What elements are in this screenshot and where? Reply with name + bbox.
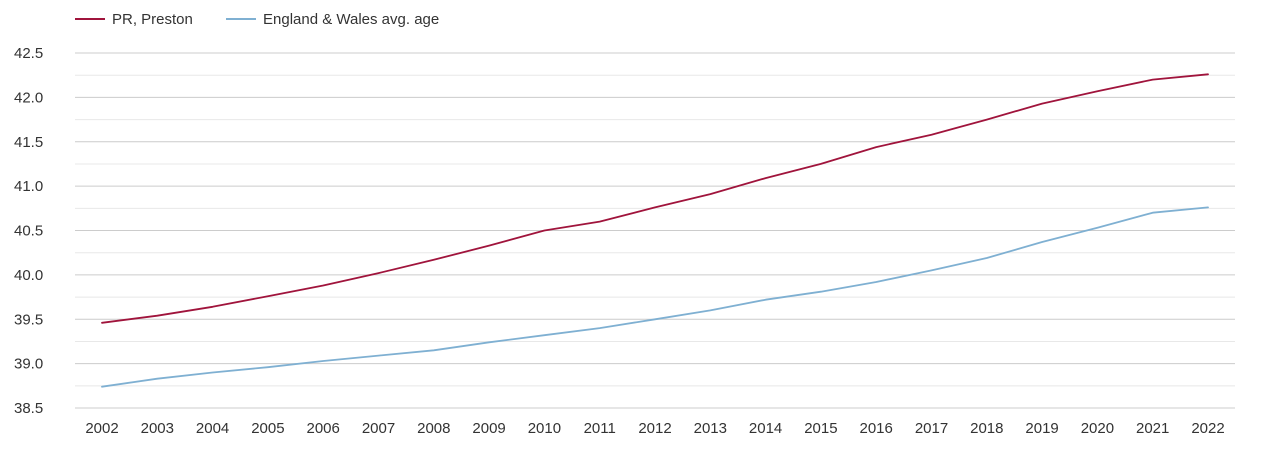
series-line: [101, 206, 1209, 388]
y-tick-label: 40.5: [14, 223, 43, 240]
y-tick-label: 41.5: [14, 134, 43, 151]
x-tick-label: 2013: [694, 420, 727, 437]
x-tick-label: 2010: [528, 420, 561, 437]
y-tick-label: 42.5: [14, 45, 43, 62]
y-tick-label: 38.5: [14, 400, 43, 417]
x-tick-label: 2017: [915, 420, 948, 437]
legend: PR, Preston England & Wales avg. age: [75, 11, 439, 28]
x-tick-label: 2016: [860, 420, 893, 437]
x-tick-label: 2014: [749, 420, 782, 437]
x-tick-label: 2012: [638, 420, 671, 437]
y-tick-label: 40.0: [14, 267, 43, 284]
y-tick-label: 42.0: [14, 89, 43, 106]
y-tick-label: 41.0: [14, 178, 43, 195]
x-tick-label: 2022: [1191, 420, 1224, 437]
x-tick-label: 2018: [970, 420, 1003, 437]
x-tick-label: 2019: [1025, 420, 1058, 437]
series-lines: [101, 73, 1209, 388]
x-tick-label: 2021: [1136, 420, 1169, 437]
grid-lines: [75, 52, 1235, 409]
series-line: [101, 73, 1209, 324]
legend-label: England & Wales avg. age: [263, 11, 439, 28]
y-tick-label: 39.0: [14, 356, 43, 373]
x-tick-label: 2011: [584, 420, 616, 437]
x-tick-label: 2002: [85, 420, 118, 437]
x-tick-label: 2009: [472, 420, 505, 437]
x-tick-label: 2008: [417, 420, 450, 437]
x-tick-label: 2006: [307, 420, 340, 437]
x-tick-label: 2003: [141, 420, 174, 437]
legend-label: PR, Preston: [112, 11, 193, 28]
x-tick-label: 2015: [804, 420, 837, 437]
x-tick-label: 2005: [251, 420, 284, 437]
x-tick-label: 2007: [362, 420, 395, 437]
x-tick-label: 2020: [1081, 420, 1114, 437]
y-axis: 38.5 39.0 39.5 40.0 40.5 41.0 41.5 42.0 42.5: [14, 45, 43, 417]
x-axis: 2002 2003 2004 2005 2006 2007 2008 2009 2010 2011…: [85, 420, 1224, 437]
y-tick-label: 39.5: [14, 311, 43, 328]
x-tick-label: 2004: [196, 420, 229, 437]
